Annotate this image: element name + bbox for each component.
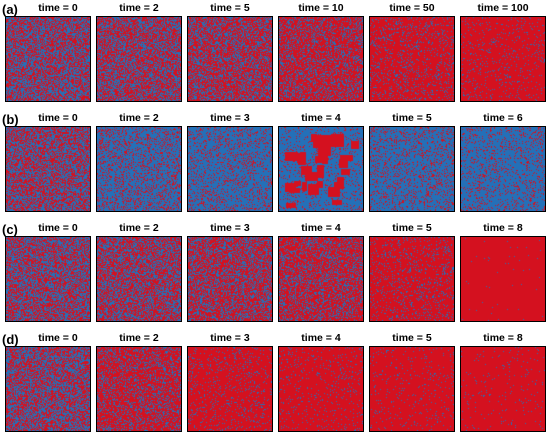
panel: time = 0: [5, 220, 91, 324]
panel-title: time = 50: [389, 2, 435, 14]
panel-title: time = 2: [119, 332, 159, 344]
panel: time = 8: [460, 330, 546, 434]
panel-title: time = 5: [392, 222, 432, 234]
panel: time = 0: [5, 110, 91, 214]
panel-title: time = 4: [301, 332, 341, 344]
lattice-state-image: [187, 16, 273, 102]
row-label: (a): [2, 2, 18, 17]
lattice-state-image: [369, 126, 455, 212]
panel-title: time = 0: [38, 2, 78, 14]
lattice-state-image: [369, 346, 455, 432]
panel-title: time = 8: [483, 222, 523, 234]
panel-title: time = 5: [392, 112, 432, 124]
panel: time = 5: [369, 330, 455, 434]
lattice-state-image: [96, 236, 182, 322]
panel-title: time = 100: [477, 2, 529, 14]
panel: time = 5: [187, 0, 273, 104]
panel: time = 100: [460, 0, 546, 104]
panel-title: time = 4: [301, 112, 341, 124]
panel-title: time = 5: [392, 332, 432, 344]
lattice-state-image: [278, 236, 364, 322]
panel: time = 6: [460, 110, 546, 214]
lattice-state-image: [278, 126, 364, 212]
lattice-state-image: [278, 346, 364, 432]
row-3: (d) time = 0 time = 2 time = 3 time = 4 time …: [0, 330, 550, 434]
row-1: (b) time = 0 time = 2 time = 3 time = 4 time …: [0, 110, 550, 214]
lattice-state-image: [369, 236, 455, 322]
lattice-state-image: [5, 346, 91, 432]
panel: time = 3: [187, 330, 273, 434]
panel: time = 0: [5, 0, 91, 104]
row-2: (c) time = 0 time = 2 time = 3 time = 4 time …: [0, 220, 550, 324]
panel: time = 5: [369, 220, 455, 324]
panel: time = 5: [369, 110, 455, 214]
panel-title: time = 2: [119, 2, 159, 14]
panel-title: time = 0: [38, 112, 78, 124]
panel: time = 2: [96, 220, 182, 324]
panel-title: time = 0: [38, 222, 78, 234]
panel-title: time = 3: [210, 112, 250, 124]
lattice-state-image: [460, 236, 546, 322]
panel-title: time = 6: [483, 112, 523, 124]
lattice-state-image: [96, 16, 182, 102]
row-0: (a) time = 0 time = 2 time = 5 time = 10 time…: [0, 0, 550, 104]
row-label: (b): [2, 112, 19, 127]
panel: time = 2: [96, 330, 182, 434]
lattice-state-image: [5, 16, 91, 102]
lattice-state-image: [460, 346, 546, 432]
panel-title: time = 3: [210, 222, 250, 234]
row-label: (c): [2, 222, 18, 237]
panel: time = 0: [5, 330, 91, 434]
lattice-state-image: [187, 126, 273, 212]
panel-title: time = 2: [119, 112, 159, 124]
lattice-state-image: [5, 236, 91, 322]
panel: time = 50: [369, 0, 455, 104]
panel: time = 3: [187, 110, 273, 214]
panel-title: time = 10: [298, 2, 344, 14]
lattice-state-image: [369, 16, 455, 102]
lattice-state-image: [96, 346, 182, 432]
lattice-state-image: [460, 16, 546, 102]
panel-title: time = 5: [210, 2, 250, 14]
panel: time = 4: [278, 330, 364, 434]
lattice-state-image: [187, 346, 273, 432]
panel-title: time = 3: [210, 332, 250, 344]
panel: time = 4: [278, 110, 364, 214]
panel-title: time = 2: [119, 222, 159, 234]
panel: time = 2: [96, 0, 182, 104]
panel: time = 4: [278, 220, 364, 324]
lattice-state-image: [5, 126, 91, 212]
panel: time = 3: [187, 220, 273, 324]
panel-title: time = 4: [301, 222, 341, 234]
lattice-state-image: [460, 126, 546, 212]
panel-title: time = 0: [38, 332, 78, 344]
lattice-state-image: [96, 126, 182, 212]
panel-title: time = 8: [483, 332, 523, 344]
panel: time = 10: [278, 0, 364, 104]
row-label: (d): [2, 332, 19, 347]
panel: time = 8: [460, 220, 546, 324]
lattice-state-image: [278, 16, 364, 102]
panel: time = 2: [96, 110, 182, 214]
lattice-state-image: [187, 236, 273, 322]
